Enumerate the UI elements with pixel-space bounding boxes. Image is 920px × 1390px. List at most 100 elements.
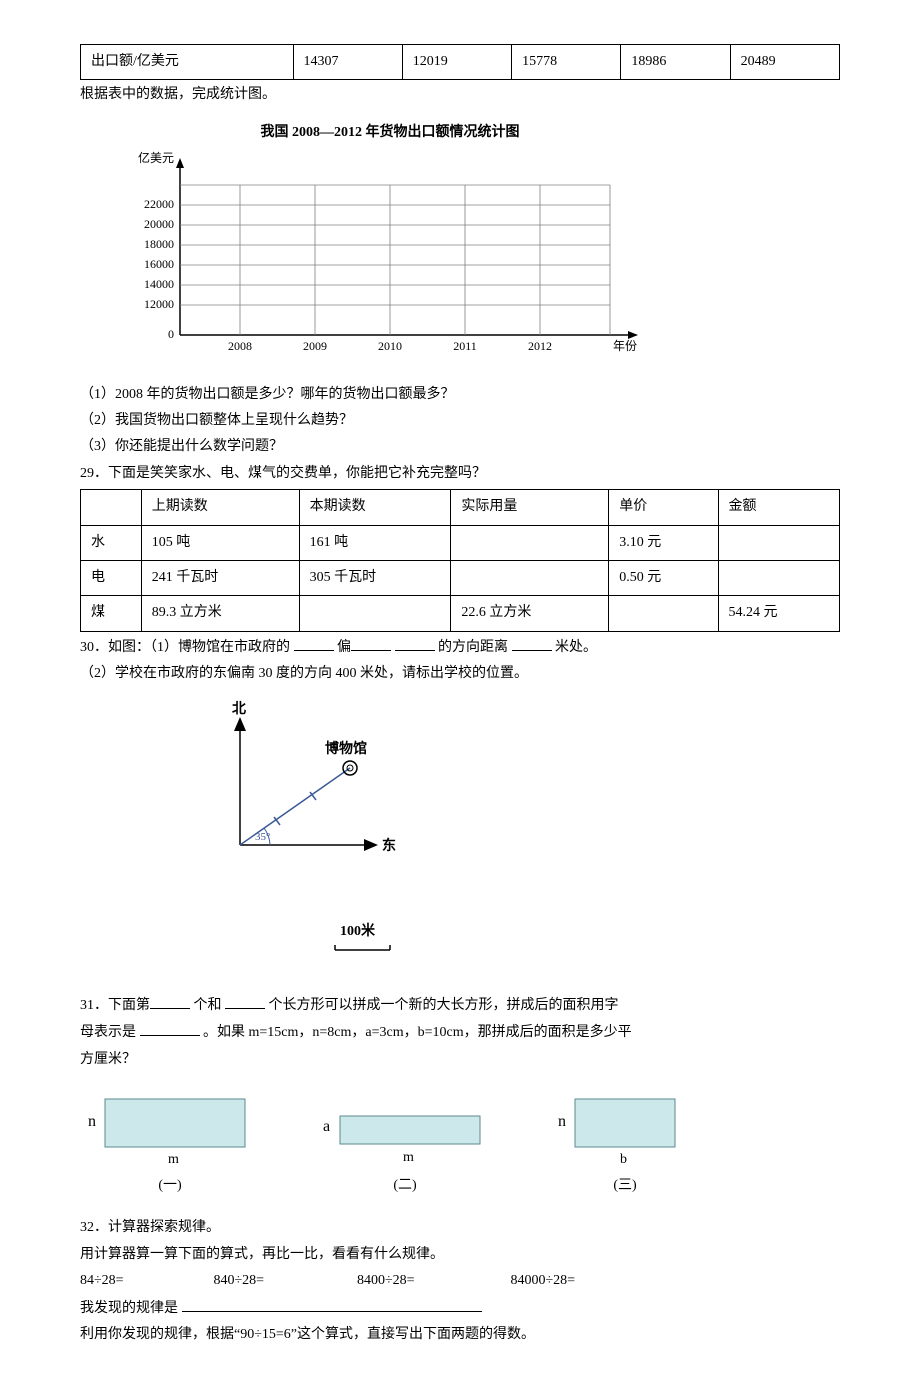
bill-h1: 上期读数	[141, 490, 299, 525]
svg-text:14000: 14000	[144, 277, 174, 291]
bill-r1c4: 0.50 元	[609, 560, 718, 595]
bill-r2c5: 54.24 元	[718, 596, 839, 631]
bill-r1c5	[718, 560, 839, 595]
blank	[225, 994, 265, 1009]
q32-eq3: 8400÷28=	[357, 1270, 507, 1292]
chart-svg: 亿美元 22000 20000 18000 16000 14000 12000 …	[120, 150, 660, 360]
export-val-1: 12019	[402, 45, 511, 80]
blank	[512, 636, 552, 651]
bill-r2c4	[609, 596, 718, 631]
export-val-2: 15778	[512, 45, 621, 80]
q30-line1: 30．如图：（1）博物馆在市政府的 偏 的方向距离 米处。	[80, 636, 840, 659]
rect1-label: (一)	[80, 1175, 260, 1197]
q31-line1: 31．下面第 个和 个长方形可以拼成一个新的大长方形，拼成后的面积用字	[80, 994, 840, 1017]
svg-text:m: m	[403, 1150, 414, 1165]
rect-3: n b (三)	[550, 1091, 700, 1197]
svg-text:a: a	[323, 1118, 330, 1135]
q-a1: （1）2008 年的货物出口额是多少？哪年的货物出口额最多？	[80, 384, 840, 406]
bill-r2c2	[299, 596, 451, 631]
export-table: 出口额/亿美元 14307 12019 15778 18986 20489	[80, 44, 840, 80]
bill-h4: 单价	[609, 490, 718, 525]
bill-h5: 金额	[718, 490, 839, 525]
bill-r2c0: 煤	[81, 596, 142, 631]
compass-svg: 北 东 博物馆 35° 100米	[140, 695, 460, 975]
bill-h3: 实际用量	[451, 490, 609, 525]
svg-text:年份: 年份	[613, 339, 637, 353]
q32-eq2: 840÷28=	[214, 1270, 354, 1292]
q32-eq1: 84÷28=	[80, 1270, 210, 1292]
q31-line2: 母表示是 。如果 m=15cm，n=8cm，a=3cm，b=10cm，那拼成后的…	[80, 1021, 840, 1044]
bill-r0c5	[718, 525, 839, 560]
q29-prompt: 29．下面是笑笑家水、电、煤气的交费单，你能把它补充完整吗？	[80, 463, 840, 485]
q31-line3: 方厘米？	[80, 1049, 840, 1071]
export-chart: 我国 2008—2012 年货物出口额情况统计图 亿美元 22000 20000…	[120, 122, 660, 369]
svg-text:18000: 18000	[144, 237, 174, 251]
q31-l1b: 个和	[194, 998, 226, 1013]
blank	[294, 636, 334, 651]
rectangles-row: n m (一) a m (二) n b (三)	[80, 1091, 700, 1197]
blank	[182, 1297, 482, 1312]
svg-text:16000: 16000	[144, 257, 174, 271]
svg-text:2012: 2012	[528, 339, 552, 353]
bill-r1c1: 241 千瓦时	[141, 560, 299, 595]
rect-2: a m (二)	[315, 1091, 495, 1197]
q30-l1b: 偏	[337, 640, 351, 655]
svg-text:2008: 2008	[228, 339, 252, 353]
q30-l1e: 米处。	[555, 640, 597, 655]
svg-text:22000: 22000	[144, 197, 174, 211]
svg-text:b: b	[620, 1152, 627, 1167]
q31-l2a: 母表示是	[80, 1025, 140, 1040]
compass-diagram: 北 东 博物馆 35° 100米	[140, 695, 840, 983]
svg-text:2010: 2010	[378, 339, 402, 353]
rect-1: n m (一)	[80, 1091, 260, 1197]
bill-r0c2: 161 吨	[299, 525, 451, 560]
export-header: 出口额/亿美元	[81, 45, 294, 80]
q32-eqs: 84÷28= 840÷28= 8400÷28= 84000÷28=	[80, 1270, 840, 1292]
q32-l4: 我发现的规律是	[80, 1297, 840, 1320]
q31-l1c: 个长方形可以拼成一个新的大长方形，拼成后的面积用字	[269, 998, 619, 1013]
svg-text:35°: 35°	[255, 831, 270, 843]
q30-l1a: 30．如图：（1）博物馆在市政府的	[80, 640, 294, 655]
svg-text:0: 0	[168, 327, 174, 341]
svg-text:20000: 20000	[144, 217, 174, 231]
rect2-label: (二)	[315, 1175, 495, 1197]
blank	[140, 1021, 200, 1036]
q31-l1a: 31．下面第	[80, 998, 150, 1013]
q32-l4-text: 我发现的规律是	[80, 1301, 182, 1316]
bill-r0c4: 3.10 元	[609, 525, 718, 560]
export-val-4: 20489	[730, 45, 839, 80]
svg-text:博物馆: 博物馆	[325, 740, 367, 757]
bill-table: 上期读数 本期读数 实际用量 单价 金额 水 105 吨 161 吨 3.10 …	[80, 489, 840, 632]
svg-text:2011: 2011	[453, 339, 477, 353]
export-val-0: 14307	[293, 45, 402, 80]
svg-text:n: n	[558, 1113, 566, 1130]
q32-eq4: 84000÷28=	[511, 1270, 661, 1292]
svg-text:n: n	[88, 1113, 96, 1130]
svg-text:100米: 100米	[340, 922, 376, 939]
bill-r0c0: 水	[81, 525, 142, 560]
rect3-label: (三)	[550, 1175, 700, 1197]
y-axis-label: 亿美元	[138, 150, 174, 165]
chart-title: 我国 2008—2012 年货物出口额情况统计图	[120, 122, 660, 144]
table-instruction: 根据表中的数据，完成统计图。	[80, 84, 840, 106]
bill-r2c1: 89.3 立方米	[141, 596, 299, 631]
svg-text:东: 东	[382, 837, 396, 854]
bill-r1c3	[451, 560, 609, 595]
export-val-3: 18986	[621, 45, 730, 80]
svg-text:2009: 2009	[303, 339, 327, 353]
bill-r1c2: 305 千瓦时	[299, 560, 451, 595]
q30-l1d: 的方向距离	[438, 640, 512, 655]
svg-text:北: 北	[232, 701, 246, 717]
svg-text:m: m	[168, 1152, 179, 1167]
bill-r0c3	[451, 525, 609, 560]
blank	[395, 636, 435, 651]
q-a2: （2）我国货物出口额整体上呈现什么趋势？	[80, 410, 840, 432]
blank	[351, 636, 391, 651]
svg-text:12000: 12000	[144, 297, 174, 311]
q30-line2: （2）学校在市政府的东偏南 30 度的方向 400 米处，请标出学校的位置。	[80, 663, 840, 685]
q32-l2: 用计算器算一算下面的算式，再比一比，看看有什么规律。	[80, 1244, 840, 1266]
bill-r1c0: 电	[81, 560, 142, 595]
bill-h2: 本期读数	[299, 490, 451, 525]
q-a3: （3）你还能提出什么数学问题？	[80, 436, 840, 458]
q32-l5: 利用你发现的规律，根据“90÷15=6”这个算式，直接写出下面两题的得数。	[80, 1324, 840, 1346]
